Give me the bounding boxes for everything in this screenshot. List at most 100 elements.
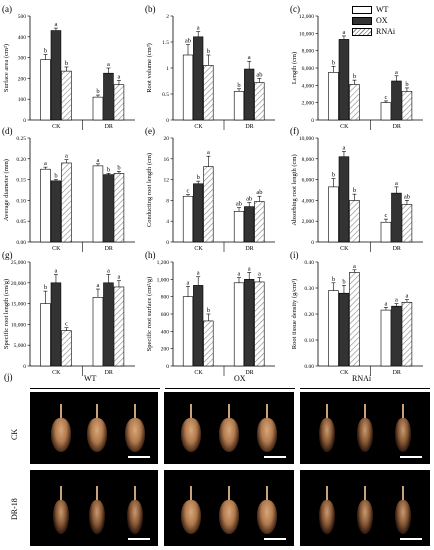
- significance-letter: b: [54, 173, 57, 180]
- y-tick-label: 600: [161, 312, 170, 318]
- bar-ox-dr: [244, 206, 255, 243]
- y-tick-label: 6,000: [302, 66, 315, 72]
- x-tick-label: DR: [393, 246, 401, 252]
- bar-wt-ck: [182, 296, 194, 367]
- x-tick-label: CK: [52, 124, 61, 130]
- y-tick-label: 0: [166, 364, 169, 370]
- y-tick-label: 1,000: [157, 277, 170, 283]
- y-tick-label: 4: [166, 219, 169, 225]
- bar-wt-dr: [233, 91, 245, 121]
- significance-letter: b: [207, 48, 210, 55]
- x-tick-label: DR: [105, 246, 113, 252]
- y-tick-label: 16: [164, 157, 170, 163]
- bar-ox-dr: [244, 279, 255, 367]
- significance-letter: c: [187, 188, 190, 195]
- bar-wt-dr: [380, 221, 392, 243]
- bar-rnai-dr: [401, 301, 413, 367]
- bar-wt-dr: [233, 282, 245, 367]
- significance-letter: b: [197, 174, 200, 181]
- y-axis-label: Root tissue density (g/cm³): [291, 279, 298, 349]
- y-tick-label: 4,000: [302, 198, 315, 204]
- y-tick-label: 25,000: [11, 260, 26, 266]
- y-tick-label: 0: [23, 364, 26, 370]
- y-tick-label: 0.25: [16, 136, 26, 142]
- significance-letter: a: [55, 267, 58, 274]
- chart-f: (f) 0 2,000 4,000 6,000 8,000 10,000 Absorbing …: [290, 126, 423, 252]
- significance-letter: a: [197, 270, 200, 277]
- significance-letter: a: [395, 297, 398, 304]
- significance-letter: b: [405, 81, 408, 88]
- significance-letter: b: [332, 172, 335, 179]
- x-tick-label: DR: [105, 124, 113, 130]
- chart-i: (i) 0.00 0.10 0.20 0.30 0.40 Root tissue densi…: [290, 250, 423, 376]
- y-tick-label: 0.10: [304, 338, 314, 344]
- significance-letter: a: [385, 301, 388, 308]
- bar-wt-ck: [328, 290, 339, 367]
- y-tick-label: 10,000: [11, 322, 26, 328]
- legend-swatch-rnai: [352, 27, 372, 36]
- y-axis-label: Root volume (cm³): [146, 43, 153, 93]
- bar-rnai-dr: [113, 84, 125, 121]
- significance-letter: b: [353, 73, 356, 80]
- bar-rnai-ck: [61, 162, 72, 243]
- y-tick-label: 0.20: [16, 157, 26, 163]
- y-tick-label: 4,000: [302, 83, 315, 89]
- bar-wt-ck: [182, 54, 194, 121]
- bar-ox-ck: [50, 180, 62, 243]
- significance-letter: b: [44, 284, 47, 291]
- bar-wt-ck: [328, 72, 339, 121]
- bar-rnai-dr: [113, 286, 125, 367]
- bar-rnai-ck: [61, 70, 72, 121]
- y-tick-label: 8,000: [302, 157, 315, 163]
- x-tick-label: DR: [393, 124, 401, 130]
- y-tick-label: 12,000: [299, 14, 314, 20]
- bar-ox-dr: [103, 174, 114, 243]
- y-tick-label: 15,000: [11, 302, 26, 308]
- significance-letter: a: [343, 29, 346, 36]
- y-tick-label: 200: [18, 76, 27, 82]
- x-tick-label: DR: [393, 370, 401, 376]
- y-tick-label: 0: [23, 118, 26, 124]
- y-tick-label: 0.00: [16, 240, 26, 246]
- significance-letter: ab: [256, 71, 262, 78]
- bar-wt-dr: [380, 102, 392, 121]
- significance-letter: a: [406, 293, 409, 300]
- panel-label-i: (i): [290, 250, 299, 260]
- bar-wt-dr: [233, 211, 245, 243]
- y-tick-label: 100: [18, 97, 27, 103]
- y-tick-label: 12: [164, 178, 170, 184]
- bar-ox-dr: [391, 192, 402, 243]
- y-tick-label: 6,000: [302, 178, 315, 184]
- bar-rnai-ck: [349, 272, 360, 367]
- x-tick-label: DR: [245, 370, 253, 376]
- significance-letter: c: [385, 212, 388, 219]
- significance-letter: a: [395, 180, 398, 187]
- bar-wt-ck: [40, 303, 51, 367]
- y-tick-label: 0.30: [304, 286, 314, 292]
- bar-ox-dr: [244, 68, 255, 121]
- significance-letter: ab: [404, 193, 410, 200]
- x-tick-label: CK: [340, 246, 349, 252]
- y-tick-label: 20,000: [11, 281, 26, 287]
- y-tick-label: 400: [18, 35, 27, 41]
- bar-wt-dr: [92, 96, 104, 121]
- legend-item-rnai: RNAi: [352, 26, 395, 37]
- panel-label-f: (f): [290, 126, 299, 136]
- y-axis-label: Surface area (cm²): [3, 44, 10, 92]
- bar-rnai-dr: [254, 201, 265, 243]
- bar-ox-dr: [391, 80, 402, 121]
- significance-letter: a: [107, 61, 110, 68]
- significance-letter: a: [353, 263, 356, 270]
- significance-letter: b: [44, 47, 47, 54]
- panel-label-g: (g): [2, 250, 13, 260]
- y-tick-label: 0.10: [16, 198, 26, 204]
- significance-letter: a: [395, 69, 398, 76]
- significance-letter: a: [248, 265, 251, 272]
- bar-rnai-dr: [401, 204, 413, 243]
- chart-h: (h) 0 200 400 600 800 1,000 1,200 Specific root …: [145, 250, 275, 376]
- panel-label-d: (d): [2, 126, 13, 136]
- significance-letter: a: [107, 267, 110, 274]
- significance-letter: b: [353, 187, 356, 194]
- significance-letter: c: [65, 321, 68, 328]
